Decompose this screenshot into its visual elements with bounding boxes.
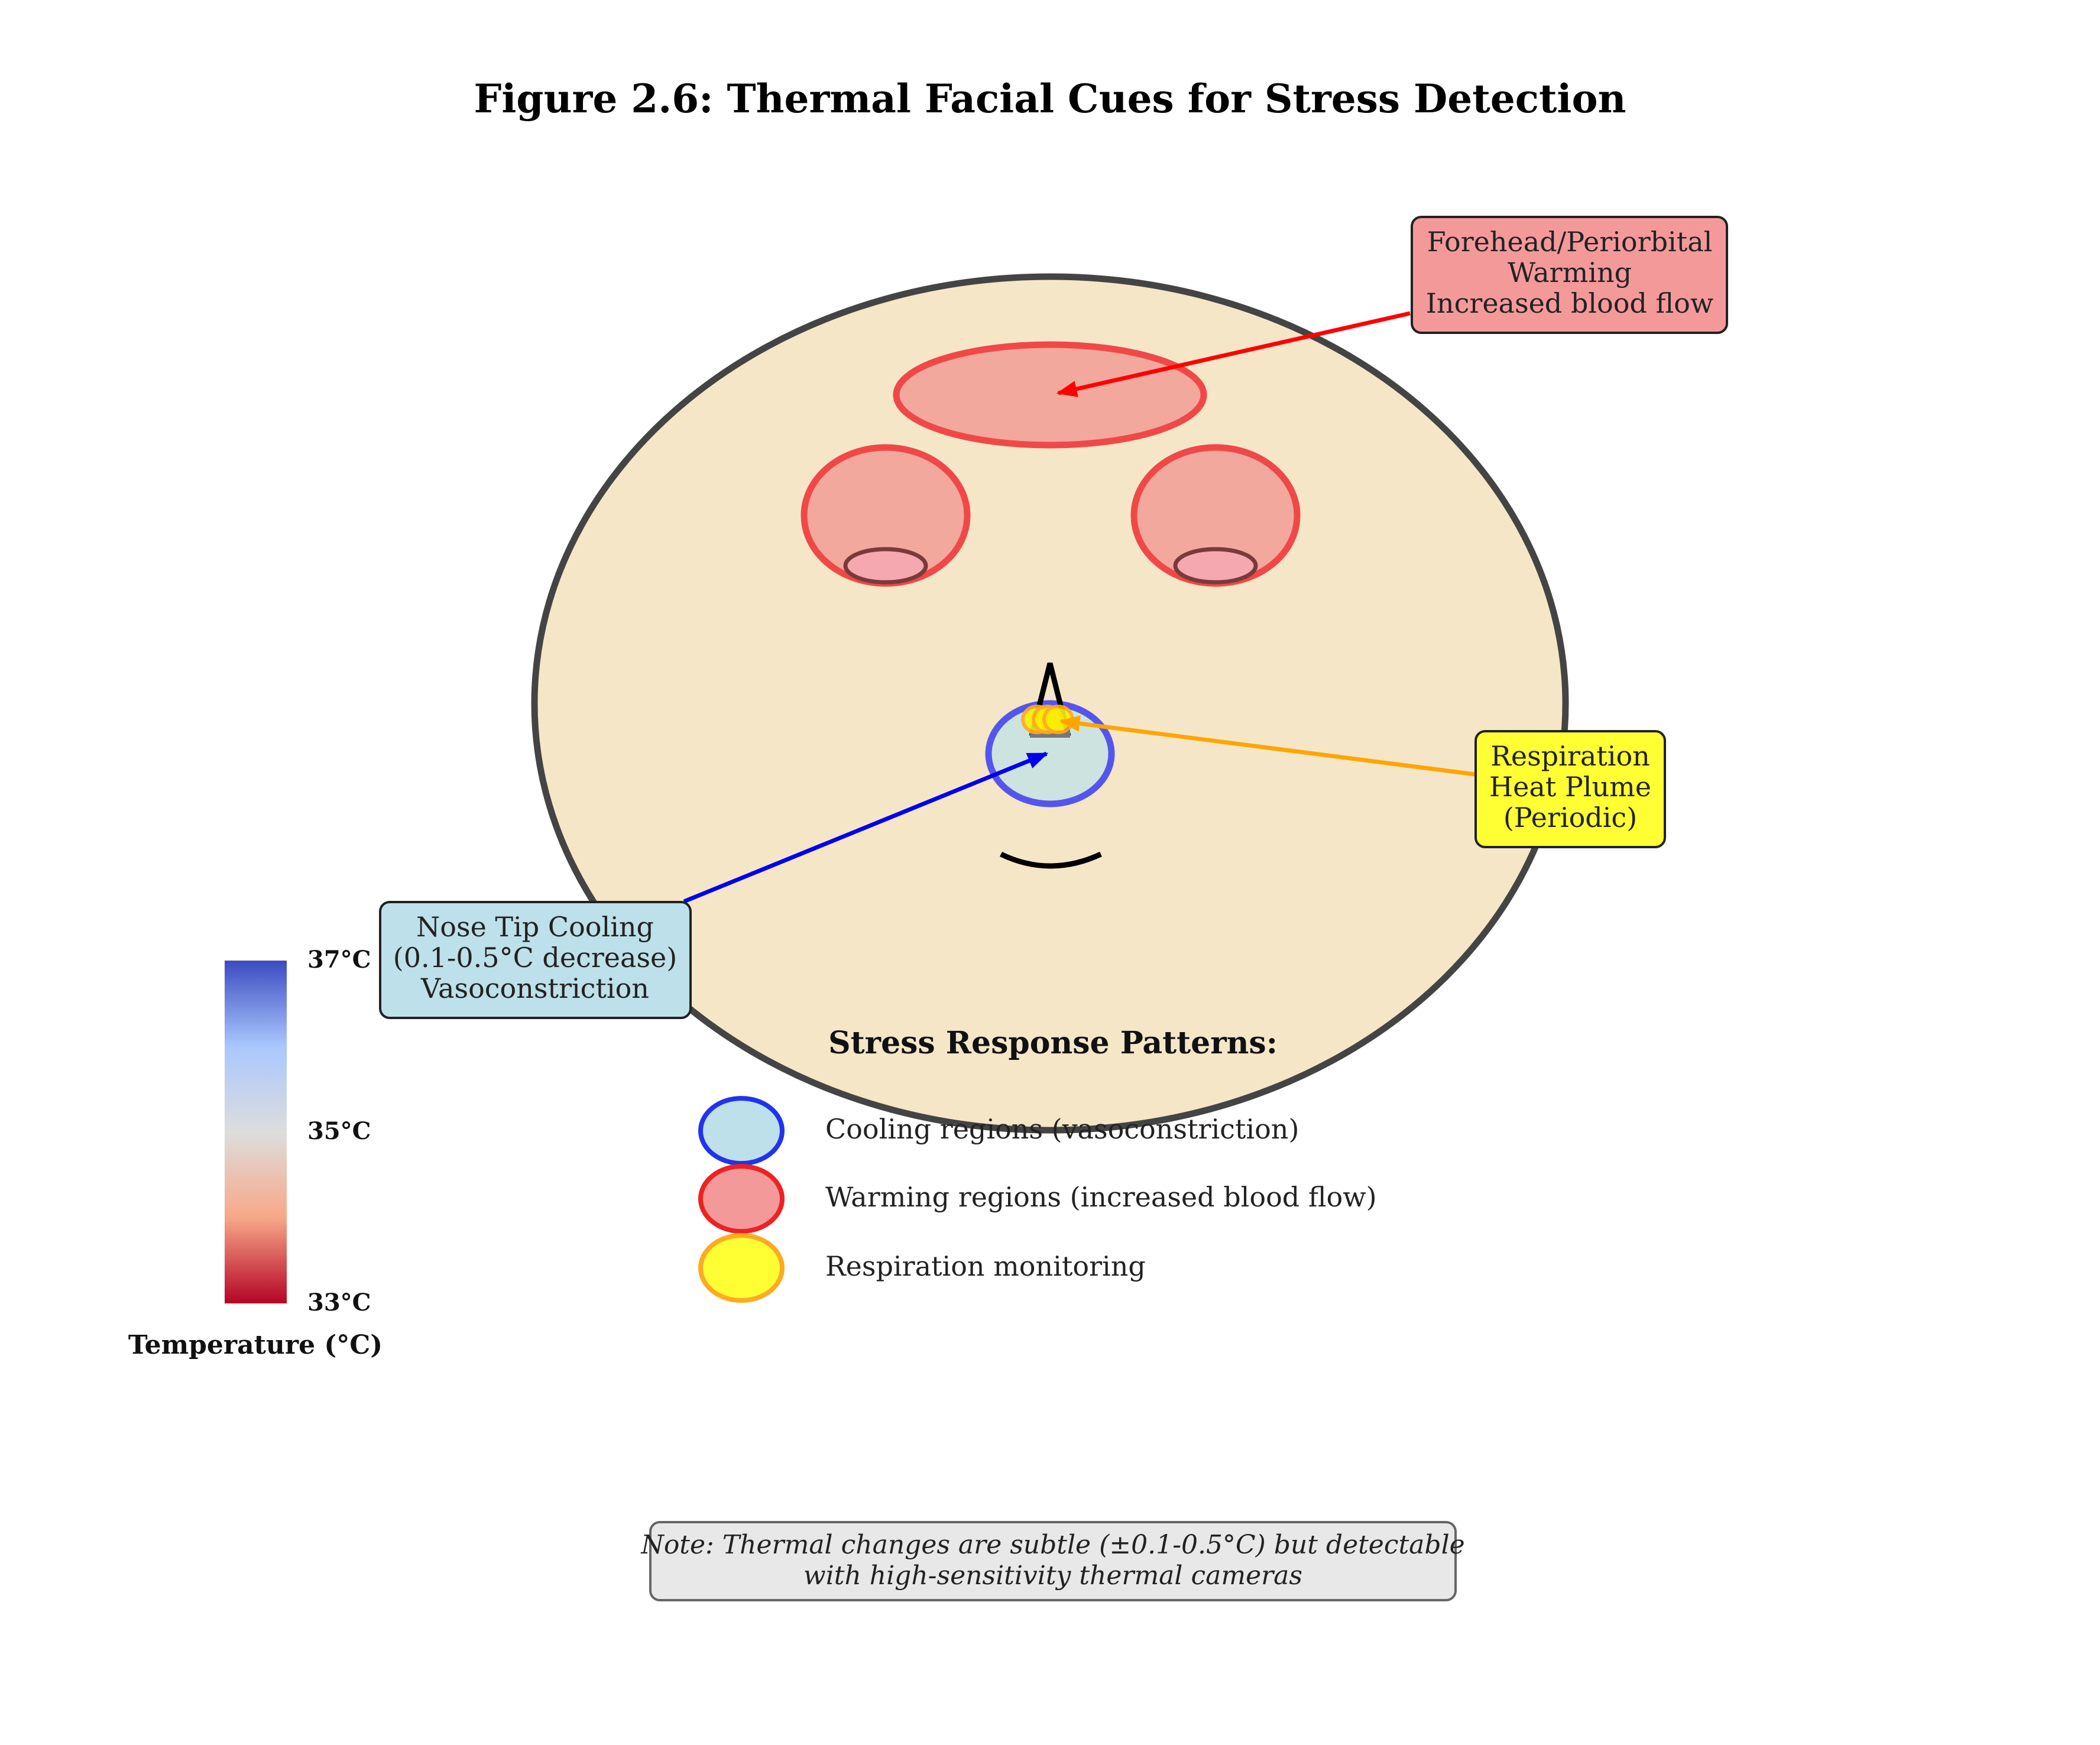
colorbar-label-mid: 35°C [307,1117,371,1145]
legend-swatch-warming [701,1166,782,1231]
respiration-annotation: Respiration Heat Plume (Periodic) [1476,731,1665,847]
right-eye [1175,549,1256,582]
respiration-annotation-line: Heat Plume [1489,771,1651,803]
forehead-annotation-line: Forehead/Periorbital [1427,226,1713,258]
nose-annotation: Nose Tip Cooling (0.1-0.5°C decrease) Va… [380,902,691,1018]
legend-item-respiration: Respiration monitoring [701,1235,1146,1300]
left-eye [845,549,926,582]
legend-label-respiration: Respiration monitoring [825,1250,1146,1282]
note-line: with high-sensitivity thermal cameras [803,1561,1302,1591]
forehead-annotation-line: Warming [1508,257,1632,288]
legend-swatch-respiration [701,1235,782,1300]
note-line: Note: Thermal changes are subtle (±0.1-0… [640,1530,1464,1560]
legend-title: Stress Response Patterns: [828,1025,1278,1061]
colorbar-title: Temperature (°C) [128,1330,383,1360]
nose-annotation-line: Nose Tip Cooling [416,911,654,943]
colorbar-label-top: 37°C [307,946,371,974]
colorbar-gradient [225,961,287,1303]
forehead-annotation-line: Increased blood flow [1426,287,1713,319]
respiration-annotation-line: Respiration [1490,740,1650,772]
respiration-annotation-line: (Periodic) [1503,802,1637,833]
legend-item-warming: Warming regions (increased blood flow) [701,1166,1377,1231]
colorbar-label-bottom: 33°C [307,1289,371,1316]
nose-annotation-line: Vasoconstriction [420,972,649,1004]
temperature-colorbar: 37°C 35°C 33°C Temperature (°C) [128,946,383,1360]
note: Note: Thermal changes are subtle (±0.1-0… [640,1522,1464,1600]
forehead-warming-region [896,345,1204,445]
forehead-annotation: Forehead/Periorbital Warming Increased b… [1412,217,1727,333]
legend-label-warming: Warming regions (increased blood flow) [825,1181,1377,1213]
respiration-plume [1023,706,1072,732]
legend-swatch-cooling [701,1098,782,1163]
nose-annotation-line: (0.1-0.5°C decrease) [393,942,677,974]
plume-dot [1044,706,1072,732]
figure-title: Figure 2.6: Thermal Facial Cues for Stre… [474,76,1626,122]
legend-label-cooling: Cooling regions (vasoconstriction) [825,1113,1299,1145]
